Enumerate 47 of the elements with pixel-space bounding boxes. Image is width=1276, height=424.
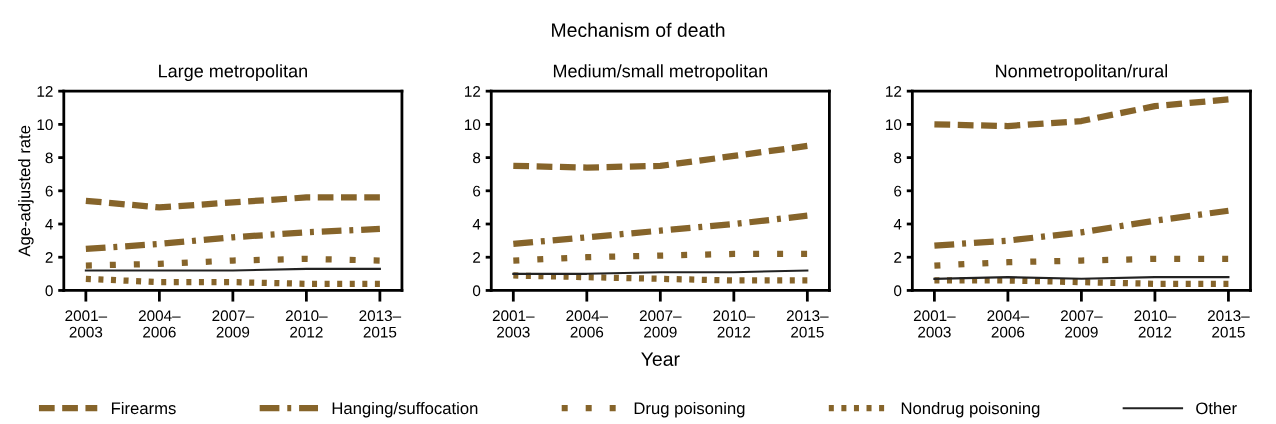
y-tick-label: 2 <box>45 252 53 263</box>
x-tick-label: 2013– 2015 <box>359 310 402 338</box>
x-tick-label: 2001– 2003 <box>492 310 535 338</box>
y-tick-label: 6 <box>473 185 481 197</box>
x-tick-label: 2007– 2009 <box>639 310 682 338</box>
y-axis-title: Age-adjusted rate <box>18 125 34 257</box>
y-tick-label: 4 <box>45 219 53 230</box>
y-tick-label: 12 <box>37 86 53 97</box>
x-tick-label: 2004– 2006 <box>987 310 1030 338</box>
y-tick-label: 8 <box>45 152 53 164</box>
x-tick-label: 2010– 2012 <box>285 310 328 338</box>
x-axis-title: Year <box>641 352 680 366</box>
x-tick-label: 2007– 2009 <box>1060 310 1103 338</box>
y-tick-label: 2 <box>473 252 481 263</box>
x-tick-label: 2004– 2006 <box>566 310 609 338</box>
y-tick-label: 10 <box>886 119 902 131</box>
y-tick-label: 8 <box>473 152 481 164</box>
y-tick-label: 2 <box>894 252 902 263</box>
y-tick-label: 0 <box>45 285 53 297</box>
chart-title: Large metropolitan <box>159 64 307 82</box>
y-tick-label: 12 <box>886 86 902 97</box>
text: Mechanism of death <box>552 22 725 38</box>
legend-label: Firearms <box>111 401 176 415</box>
y-tick-label: 0 <box>894 285 902 297</box>
legend-label: Nondrug poisoning <box>901 401 1040 418</box>
y-tick-label: 4 <box>472 219 481 230</box>
x-tick-label: 2007– 2009 <box>212 310 255 338</box>
legend-label: Other <box>1196 401 1237 415</box>
y-tick-label: 8 <box>894 152 902 164</box>
x-tick-label: 2010– 2012 <box>713 310 756 338</box>
y-tick-label: 12 <box>465 86 481 97</box>
y-tick-label: 6 <box>894 185 902 197</box>
chart-title: Medium/small metropolitan <box>553 64 768 82</box>
y-tick-label: 6 <box>45 185 53 197</box>
x-tick-label: 2013– 2015 <box>1207 310 1250 338</box>
y-tick-label: 10 <box>37 119 53 131</box>
y-tick-label: 10 <box>465 119 481 131</box>
x-tick-label: 2010– 2012 <box>1134 310 1177 338</box>
x-tick-label: 2013– 2015 <box>786 310 829 338</box>
x-tick-label: 2001– 2003 <box>65 310 108 338</box>
legend-label: Drug poisoning <box>634 401 745 418</box>
chart-title: Nonmetropolitan/rural <box>996 64 1168 82</box>
y-tick-label: 4 <box>893 219 902 230</box>
x-tick-label: 2004– 2006 <box>138 310 181 338</box>
legend-label: Hanging/suffocation <box>332 401 478 418</box>
y-tick-label: 0 <box>472 285 481 297</box>
x-tick-label: 2001– 2003 <box>913 310 956 338</box>
